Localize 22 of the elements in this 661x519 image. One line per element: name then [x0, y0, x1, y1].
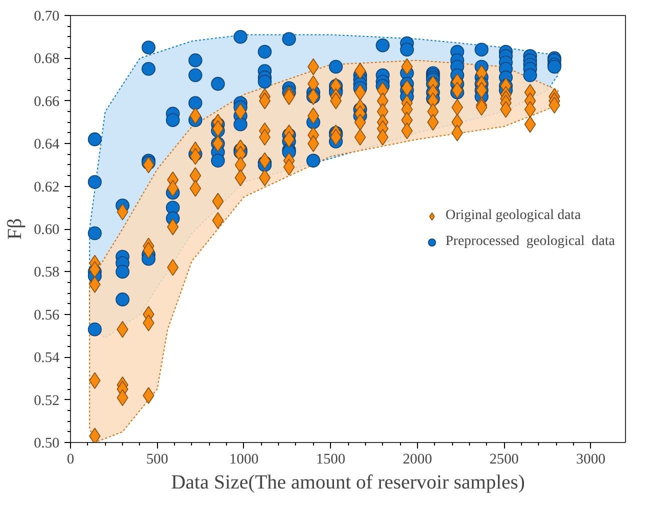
- x-tick-label: 1000: [229, 452, 259, 468]
- y-tick-label: 0.70: [34, 8, 60, 24]
- y-tick-label: 0.60: [34, 222, 60, 238]
- x-tick-label: 2500: [489, 452, 519, 468]
- x-tick-label: 500: [146, 452, 168, 468]
- x-tick-label: 1500: [316, 452, 346, 468]
- y-axis-title: Fβ: [4, 218, 26, 240]
- y-tick-label: 0.58: [34, 264, 60, 281]
- y-tick-label: 0.52: [34, 392, 60, 409]
- y-tick-label: 0.54: [34, 350, 60, 366]
- y-tick-label: 0.62: [34, 179, 60, 196]
- y-tick-label: 0.50: [34, 436, 60, 452]
- x-tick-label: 3000: [576, 452, 606, 468]
- y-tick-label: 0.66: [34, 94, 60, 110]
- y-tick-label: 0.68: [34, 51, 60, 68]
- y-tick-label: 0.56: [34, 307, 60, 324]
- x-axis-title: Data Size(The amount of reservoir samples): [171, 472, 525, 494]
- x-tick-label: 2000: [402, 452, 432, 468]
- y-tick-label: 0.64: [34, 136, 60, 153]
- x-tick-label: 0: [66, 452, 74, 468]
- legend-label: Original geological data: [446, 208, 581, 224]
- legend-label: Preprocessed geological data: [446, 234, 615, 250]
